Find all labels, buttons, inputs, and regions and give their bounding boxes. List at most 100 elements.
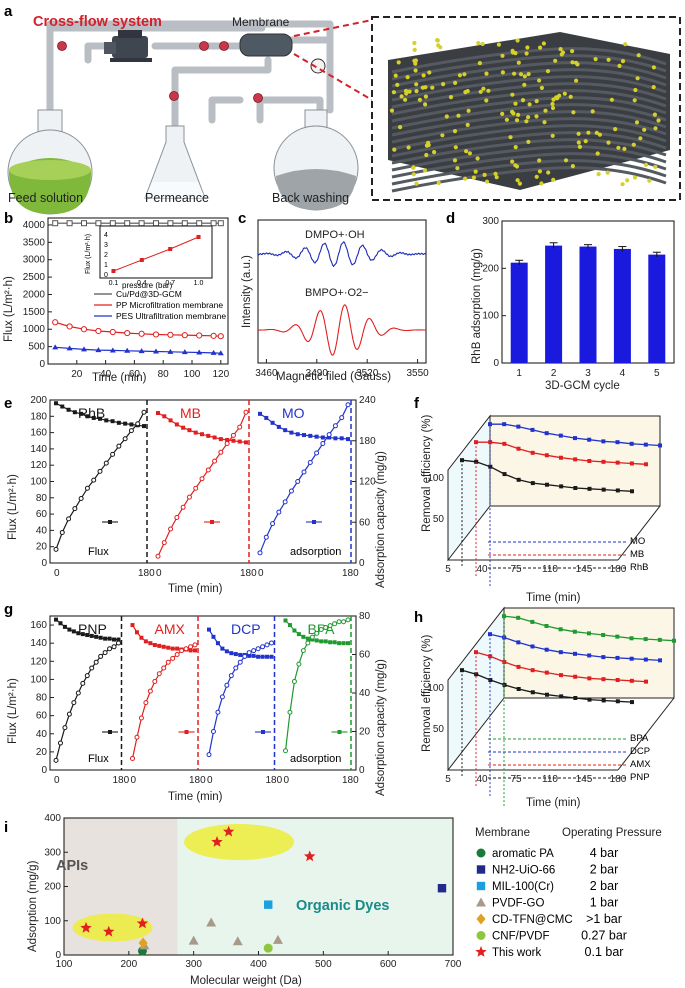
- nanoparticle-dot: [484, 98, 489, 103]
- data-point: [502, 441, 507, 446]
- y-tick-label: 2000: [23, 289, 46, 300]
- data-point: [124, 220, 131, 227]
- flux-point: [79, 411, 84, 416]
- adsorption-point: [336, 619, 342, 625]
- flux-point: [54, 401, 58, 406]
- nanoparticle-dot: [407, 89, 412, 94]
- y2-tick-label: 60: [359, 650, 371, 661]
- chart-e-y2label: Adsorption capacity (mg/g): [375, 451, 387, 588]
- x-tick-label: 100: [184, 369, 201, 380]
- x-tick-label: 180: [240, 568, 257, 579]
- legend-label-adsorption: adsorption: [290, 546, 341, 558]
- data-point: [629, 656, 634, 661]
- nanoparticle-dot: [574, 78, 579, 83]
- adsorption-point: [57, 740, 63, 746]
- panel-label-c: c: [238, 210, 246, 227]
- adsorption-point: [116, 640, 121, 646]
- data-point: [601, 459, 606, 464]
- nanoparticle-dot: [514, 118, 520, 123]
- data-point: [558, 650, 563, 655]
- flux-point: [116, 637, 121, 642]
- data-point: [587, 459, 592, 463]
- flux-point: [258, 411, 262, 416]
- flux-point: [200, 432, 204, 437]
- x-tick-label: 3: [585, 368, 591, 379]
- y2-tick-label: 60: [359, 517, 371, 528]
- adsorption-point: [98, 653, 104, 659]
- y-tick-label: 100: [482, 311, 499, 322]
- nanoparticle-dot: [568, 94, 573, 99]
- flux-point: [229, 651, 234, 656]
- adsorption-point: [332, 621, 338, 627]
- mesh-fiber: [391, 152, 667, 179]
- adsorption-point: [327, 623, 333, 629]
- flux-point: [76, 631, 81, 636]
- nanoparticle-dot: [494, 175, 499, 180]
- inset-point: [168, 247, 173, 251]
- adsorption-point: [72, 506, 78, 512]
- chart-e-plot: 0 20 40 60 80 100 120 140 160 180 200 0 60 120 180 240 0…: [30, 395, 376, 579]
- flux-point: [174, 422, 179, 427]
- adsorption-point: [307, 459, 313, 465]
- y-tick-label: 1500: [23, 307, 46, 318]
- nanoparticle-dot: [423, 102, 428, 107]
- data-point: [644, 679, 648, 684]
- nanoparticle-dot: [558, 47, 563, 52]
- data-point: [474, 459, 479, 464]
- inset-point: [111, 269, 116, 273]
- x-tick-label: 75: [510, 564, 522, 575]
- nanoparticle-dot: [620, 59, 626, 64]
- nanoparticle-dot: [605, 170, 610, 175]
- legend-header-pressure: Operating Pressure: [562, 827, 662, 839]
- y-tick-label: 0: [493, 358, 499, 369]
- nanoparticle-dot: [403, 97, 408, 102]
- data-point: [530, 619, 535, 624]
- data-point: [573, 486, 578, 490]
- flux-point: [207, 627, 211, 632]
- x-tick-label: 180: [138, 568, 155, 579]
- chart-c-ylabel: Intensity (a.u.): [241, 255, 253, 328]
- chart-i-ylabel: Adsorption (mg/g): [27, 860, 39, 952]
- legend-marker: [108, 520, 112, 524]
- nanoparticle-dot: [524, 119, 529, 124]
- data-point: [559, 694, 564, 699]
- chart-i-region-apis: APIs: [56, 858, 88, 874]
- legend-pressure: 2 bar: [590, 863, 619, 877]
- data-point: [153, 348, 159, 354]
- data-point: [210, 349, 217, 355]
- marker-triangle: [476, 897, 486, 907]
- data-point: [615, 440, 620, 445]
- legend-label: PP Microfiltration membrane: [116, 300, 223, 310]
- nanoparticle-dot: [653, 164, 658, 169]
- x-tick-label: 180: [113, 775, 130, 786]
- marker-star: [136, 917, 149, 929]
- marker-star: [304, 850, 316, 862]
- data-point: [109, 347, 116, 353]
- data-point: [587, 631, 591, 636]
- adsorption-point: [75, 690, 81, 696]
- adsorption-point: [147, 688, 153, 694]
- adsorption-point: [345, 402, 351, 408]
- chart-b-inset: 0.1 0.4 0.7 1.0 0 1 2 3 4: [104, 232, 204, 287]
- flux-point: [85, 414, 90, 419]
- nanoparticle-dot: [444, 114, 449, 119]
- x-tick-label: 180: [610, 774, 627, 785]
- adsorption-point: [305, 640, 311, 646]
- data-point: [545, 692, 549, 697]
- adsorption-point: [102, 650, 108, 656]
- flux-point: [337, 641, 342, 646]
- flux-point: [346, 641, 350, 646]
- adsorption-point: [287, 709, 293, 715]
- y2-tick-label: 120: [359, 477, 376, 488]
- nanoparticle-dot: [534, 114, 539, 119]
- nanoparticle-dot: [465, 122, 470, 127]
- flux-point: [292, 628, 297, 633]
- panel-c: c 3460 3490 3520 3550 DMPO+·OH BMPO+·O2− Ma…: [238, 210, 429, 383]
- x-tick-label: 180: [266, 775, 283, 786]
- legend-marker: [210, 520, 214, 524]
- y2-tick-label: 0: [359, 558, 365, 569]
- nanoparticle-dot: [496, 42, 501, 47]
- legend-header-membrane: Membrane: [475, 827, 530, 839]
- segment-label: DCP: [231, 621, 261, 637]
